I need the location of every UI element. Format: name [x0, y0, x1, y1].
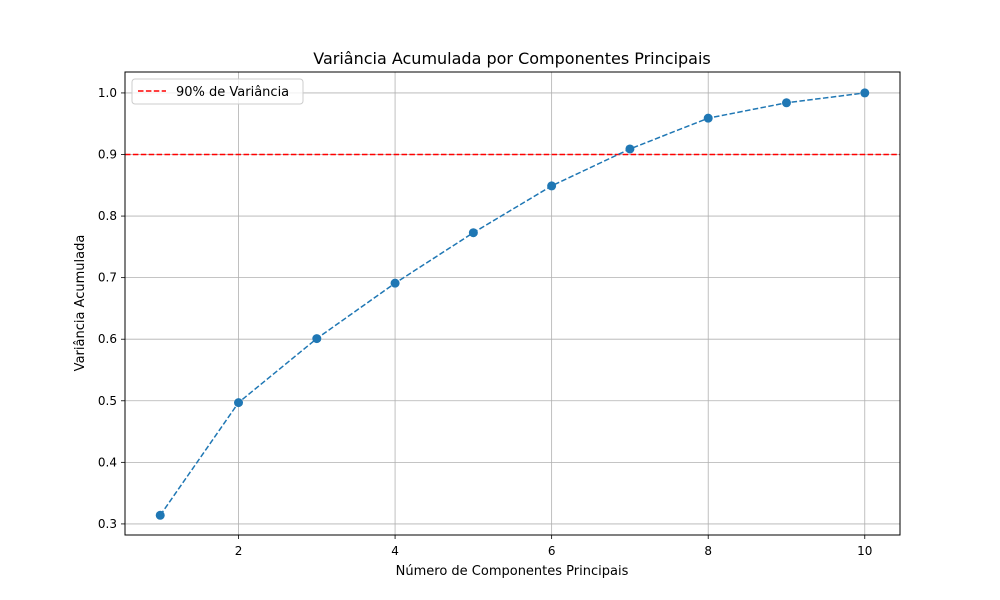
data-point [547, 181, 557, 191]
x-tick-label: 4 [391, 544, 399, 558]
data-point [703, 113, 713, 123]
y-tick-label: 0.6 [98, 332, 117, 346]
data-point [468, 228, 478, 238]
y-tick-label: 0.8 [98, 209, 117, 223]
data-point [155, 510, 165, 520]
x-tick-label: 6 [548, 544, 556, 558]
x-tick-label: 10 [857, 544, 872, 558]
data-point [625, 144, 635, 154]
legend-label: 90% de Variância [176, 85, 289, 100]
x-axis-label: Número de Componentes Principais [396, 564, 629, 579]
data-point [781, 98, 791, 108]
chart-title: Variância Acumulada por Componentes Prin… [313, 49, 711, 68]
legend-box [131, 78, 304, 105]
legend: 90% de Variância [131, 78, 304, 105]
data-point [390, 278, 400, 288]
y-tick-label: 0.7 [98, 271, 117, 285]
plot-frame [124, 71, 901, 536]
series [155, 88, 870, 520]
y-axis-label: Variância Acumulada [73, 235, 88, 372]
ticks: 2 4 6 8 10 0.3 0.4 0.5 0.6 0.7 0.8 0.9 1.0 [98, 86, 873, 558]
y-tick-label: 0.4 [98, 455, 117, 469]
grid [125, 72, 900, 535]
x-tick-label: 2 [235, 544, 243, 558]
y-tick-label: 0.5 [98, 394, 117, 408]
plot-area [125, 72, 900, 535]
y-tick-label: 1.0 [98, 86, 117, 100]
series-line [159, 92, 865, 516]
y-tick-label: 0.9 [98, 148, 117, 162]
x-tick-label: 8 [704, 544, 712, 558]
data-point [234, 398, 244, 408]
data-point [860, 88, 870, 98]
y-tick-label: 0.3 [98, 517, 117, 531]
data-point [312, 334, 322, 344]
